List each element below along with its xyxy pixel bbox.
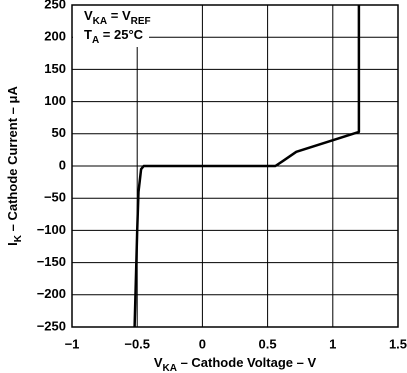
x-axis-label-part: – Cathode Voltage – V bbox=[177, 355, 317, 370]
y-tick-label: 100 bbox=[44, 93, 66, 108]
curve bbox=[133, 5, 361, 328]
x-tick-label: −1 bbox=[65, 336, 80, 351]
annotation: TA = 25°C bbox=[84, 27, 144, 45]
annotation-box bbox=[73, 5, 149, 47]
x-tick-label: −0.5 bbox=[124, 336, 150, 351]
y-axis-label-part: I bbox=[5, 242, 20, 246]
x-tick-label: 1.5 bbox=[389, 336, 407, 351]
y-tick-label: −200 bbox=[37, 286, 66, 301]
y-tick-label: 150 bbox=[44, 61, 66, 76]
x-tick-label: 0 bbox=[199, 336, 206, 351]
x-tick-label: 1 bbox=[329, 336, 336, 351]
y-axis-label-part: – Cathode Current – μA bbox=[5, 86, 20, 235]
y-tick-label: 250 bbox=[44, 0, 66, 11]
annotation-sub: KA bbox=[93, 16, 107, 27]
y-tick-label: −150 bbox=[37, 254, 66, 269]
y-tick-label: 50 bbox=[52, 125, 66, 140]
x-axis-label-sub: KA bbox=[163, 363, 177, 373]
annotation-part: T bbox=[84, 27, 92, 42]
y-axis-label: IK – Cathode Current – μA bbox=[5, 86, 23, 246]
annotation-part: = V bbox=[107, 8, 131, 23]
annotation: VKA = VREF bbox=[84, 8, 151, 26]
annotation-part: = 25°C bbox=[99, 27, 143, 42]
y-tick-label: 200 bbox=[44, 29, 66, 44]
annotation-sub: A bbox=[92, 35, 99, 46]
y-tick-label: −100 bbox=[37, 222, 66, 237]
y-tick-label: −50 bbox=[44, 190, 66, 205]
annotation-part: V bbox=[84, 8, 93, 23]
x-tick-label: 0.5 bbox=[259, 336, 277, 351]
y-tick-label: −250 bbox=[37, 318, 66, 333]
x-axis-label-part: V bbox=[154, 355, 163, 370]
plot-frame bbox=[71, 4, 399, 328]
x-axis-label: VKA – Cathode Voltage – V bbox=[154, 355, 317, 373]
annotation-sub: REF bbox=[131, 16, 151, 27]
y-tick-label: 0 bbox=[59, 157, 66, 172]
y-axis-label-sub: K bbox=[13, 234, 24, 242]
